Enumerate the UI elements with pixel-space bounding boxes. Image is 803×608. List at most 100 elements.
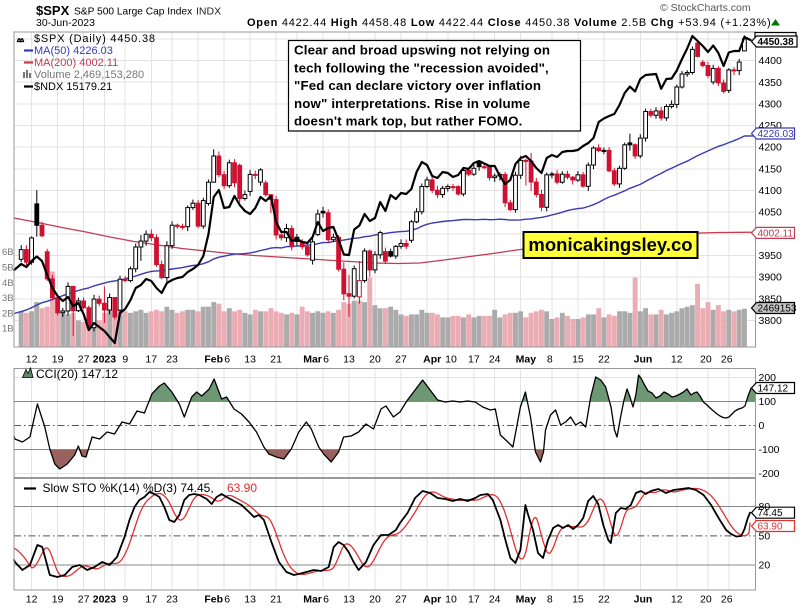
svg-text:13: 13 [244, 354, 256, 366]
svg-text:4050: 4050 [759, 207, 783, 219]
svg-text:2469153: 2469153 [758, 304, 797, 315]
svg-text:4B: 4B [2, 278, 14, 289]
svg-text:27: 27 [395, 594, 407, 606]
svg-text:4150: 4150 [759, 163, 783, 175]
svg-text:100: 100 [759, 396, 777, 408]
svg-text:6: 6 [323, 354, 329, 366]
svg-text:74.45: 74.45 [758, 508, 783, 519]
svg-text:13: 13 [343, 594, 355, 606]
svg-text:20: 20 [700, 594, 712, 606]
svg-text:8: 8 [547, 354, 553, 366]
svg-text:17: 17 [468, 594, 480, 606]
svg-text:20: 20 [369, 594, 381, 606]
svg-text:$SPX (Daily) 4450.38: $SPX (Daily) 4450.38 [34, 33, 156, 45]
svg-text:Feb: Feb [204, 354, 223, 366]
svg-text:12: 12 [671, 594, 683, 606]
svg-text:Mar: Mar [303, 354, 322, 366]
svg-text:© StockCharts.com: © StockCharts.com [660, 2, 751, 14]
svg-text:9: 9 [122, 594, 128, 606]
svg-text:21: 21 [270, 354, 282, 366]
svg-text:4450.38: 4450.38 [758, 37, 795, 48]
svg-text:3900: 3900 [759, 272, 783, 284]
svg-text:0: 0 [759, 420, 765, 432]
svg-text:22: 22 [598, 354, 610, 366]
svg-text:63.90: 63.90 [758, 522, 783, 533]
svg-text:INDX: INDX [196, 6, 221, 18]
svg-text:3800: 3800 [759, 315, 783, 327]
svg-text:23: 23 [166, 594, 178, 606]
svg-text:17: 17 [145, 594, 157, 606]
svg-text:Open 4422.44 High 4458.48 Low: Open 4422.44 High 4458.48 Low 4422.44 Cl… [247, 17, 771, 29]
svg-text:tech following the "recession: tech following the "recession avoided", [294, 60, 549, 75]
svg-text:23: 23 [166, 354, 178, 366]
svg-text:13: 13 [244, 594, 256, 606]
svg-text:CCI(20) 147.12: CCI(20) 147.12 [36, 367, 118, 381]
svg-text:Clear and broad upswing not re: Clear and broad upswing not relying on [294, 43, 550, 58]
svg-text:Jun: Jun [634, 594, 653, 606]
svg-text:3B: 3B [2, 293, 14, 304]
svg-text:4400: 4400 [759, 55, 783, 67]
svg-text:MA(50) 4226.03: MA(50) 4226.03 [34, 45, 113, 57]
svg-text:4200: 4200 [759, 142, 783, 154]
svg-text:20: 20 [700, 354, 712, 366]
svg-text:50: 50 [759, 530, 771, 542]
svg-text:-200: -200 [759, 468, 780, 480]
svg-text:4100: 4100 [759, 185, 783, 197]
svg-text:80: 80 [759, 501, 771, 513]
svg-text:8: 8 [547, 594, 553, 606]
svg-text:22: 22 [598, 594, 610, 606]
svg-text:63.90: 63.90 [227, 481, 257, 495]
svg-text:4226.03: 4226.03 [758, 129, 795, 140]
svg-text:May: May [516, 594, 537, 606]
svg-text:26: 26 [721, 594, 733, 606]
svg-text:15: 15 [572, 594, 584, 606]
svg-text:21: 21 [270, 594, 282, 606]
svg-text:Volume 2,469,153,280: Volume 2,469,153,280 [34, 69, 144, 81]
svg-text:6: 6 [323, 594, 329, 606]
svg-text:1B: 1B [2, 324, 14, 335]
svg-text:20: 20 [369, 354, 381, 366]
svg-text:5B: 5B [2, 263, 14, 274]
svg-text:"Fed can declare victory over: "Fed can declare victory over inflation [294, 78, 541, 93]
svg-text:12: 12 [671, 354, 683, 366]
svg-text:24: 24 [489, 354, 501, 366]
svg-text:27: 27 [395, 354, 407, 366]
svg-text:20: 20 [759, 560, 771, 572]
svg-text:4350: 4350 [759, 77, 783, 89]
svg-text:Apr: Apr [423, 594, 441, 606]
svg-text:10: 10 [445, 354, 457, 366]
svg-text:9: 9 [122, 354, 128, 366]
svg-text:19: 19 [52, 594, 64, 606]
svg-text:MA(200) 4002.11: MA(200) 4002.11 [34, 57, 118, 69]
svg-text:Slow STO %K(14) %D(3) 74.45,: Slow STO %K(14) %D(3) 74.45, [43, 481, 214, 495]
svg-text:Apr: Apr [423, 354, 441, 366]
svg-text:4300: 4300 [759, 98, 783, 110]
svg-text:monicakingsley.co: monicakingsley.co [528, 234, 692, 255]
svg-text:Mar: Mar [303, 594, 322, 606]
svg-text:30-Jun-2023: 30-Jun-2023 [36, 17, 95, 29]
svg-text:S&P 500 Large Cap Index: S&P 500 Large Cap Index [74, 7, 192, 18]
svg-text:now" interpretations. Rise in: now" interpretations. Rise in volume [294, 96, 530, 111]
svg-text:3950: 3950 [759, 250, 783, 262]
svg-text:26: 26 [721, 354, 733, 366]
svg-text:Jun: Jun [634, 354, 653, 366]
svg-text:12: 12 [26, 354, 38, 366]
svg-text:$NDX 15179.21: $NDX 15179.21 [34, 81, 112, 93]
svg-text:2023: 2023 [93, 594, 117, 606]
svg-text:12: 12 [26, 594, 38, 606]
svg-text:24: 24 [489, 594, 501, 606]
svg-text:6: 6 [224, 594, 230, 606]
svg-text:17: 17 [145, 354, 157, 366]
svg-text:2B: 2B [2, 308, 14, 319]
svg-text:27: 27 [78, 354, 90, 366]
svg-text:doesn't mark top, but rather F: doesn't mark top, but rather FOMO. [294, 114, 522, 129]
svg-text:147.12: 147.12 [758, 384, 789, 395]
svg-text:4002.11: 4002.11 [758, 228, 794, 239]
svg-text:Feb: Feb [204, 594, 223, 606]
svg-text:27: 27 [78, 594, 90, 606]
svg-text:2023: 2023 [93, 354, 117, 366]
svg-text:19: 19 [52, 354, 64, 366]
svg-text:-100: -100 [759, 444, 780, 456]
svg-text:$SPX: $SPX [36, 3, 70, 18]
svg-text:May: May [516, 354, 537, 366]
